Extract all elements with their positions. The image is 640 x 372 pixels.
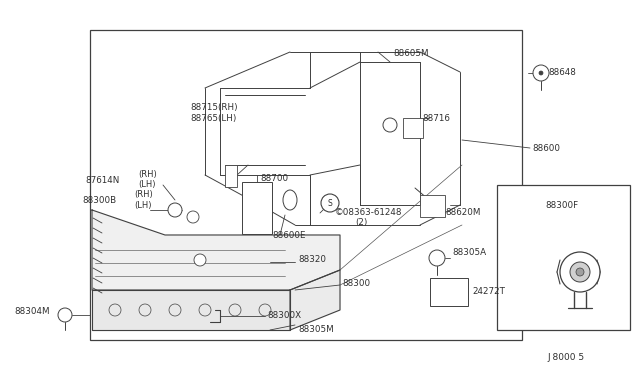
Polygon shape bbox=[92, 210, 340, 290]
Circle shape bbox=[109, 304, 121, 316]
Text: 24272T: 24272T bbox=[472, 288, 505, 296]
Bar bbox=[90, 30, 522, 340]
Polygon shape bbox=[92, 290, 290, 330]
Circle shape bbox=[187, 211, 199, 223]
Text: 88716: 88716 bbox=[422, 113, 450, 122]
Text: 87614N: 87614N bbox=[85, 176, 119, 185]
Text: 88700: 88700 bbox=[260, 173, 288, 183]
Text: 88620M: 88620M bbox=[445, 208, 481, 217]
Circle shape bbox=[139, 304, 151, 316]
Circle shape bbox=[229, 304, 241, 316]
Text: 88300F: 88300F bbox=[545, 201, 578, 209]
Text: J 8000 5: J 8000 5 bbox=[547, 353, 584, 362]
Bar bbox=[242, 182, 272, 234]
Text: S: S bbox=[328, 199, 332, 208]
Text: ©08363-61248: ©08363-61248 bbox=[335, 208, 403, 217]
Text: 88648: 88648 bbox=[548, 67, 576, 77]
Bar bbox=[497, 185, 630, 330]
Circle shape bbox=[321, 194, 339, 212]
Polygon shape bbox=[290, 270, 340, 330]
Text: (LH): (LH) bbox=[134, 201, 152, 209]
Text: 88300B: 88300B bbox=[82, 196, 116, 205]
Bar bbox=[225, 165, 237, 187]
Text: 88300: 88300 bbox=[342, 279, 370, 288]
Circle shape bbox=[539, 71, 543, 75]
Circle shape bbox=[576, 268, 584, 276]
Text: 88320: 88320 bbox=[298, 254, 326, 263]
Circle shape bbox=[429, 250, 445, 266]
Circle shape bbox=[560, 252, 600, 292]
Text: (RH): (RH) bbox=[138, 170, 157, 179]
Circle shape bbox=[169, 304, 181, 316]
Circle shape bbox=[168, 203, 182, 217]
Circle shape bbox=[533, 65, 549, 81]
Text: 88305M: 88305M bbox=[298, 326, 333, 334]
Text: 88765(LH): 88765(LH) bbox=[190, 113, 236, 122]
Text: 88605M: 88605M bbox=[393, 48, 429, 58]
Ellipse shape bbox=[283, 190, 297, 210]
Bar bbox=[430, 278, 468, 306]
Text: 88304M: 88304M bbox=[14, 308, 49, 317]
Text: 88715(RH): 88715(RH) bbox=[190, 103, 237, 112]
Text: (RH): (RH) bbox=[134, 189, 153, 199]
Bar bbox=[403, 118, 423, 138]
Circle shape bbox=[259, 304, 271, 316]
Text: 88600: 88600 bbox=[532, 144, 560, 153]
Circle shape bbox=[383, 118, 397, 132]
Circle shape bbox=[199, 304, 211, 316]
Text: 88600E: 88600E bbox=[272, 231, 305, 240]
Bar bbox=[420, 195, 445, 217]
Circle shape bbox=[194, 254, 206, 266]
Text: 88300X: 88300X bbox=[267, 311, 301, 321]
Text: (LH): (LH) bbox=[138, 180, 156, 189]
Text: 88305A: 88305A bbox=[452, 247, 486, 257]
Circle shape bbox=[58, 308, 72, 322]
Text: (2): (2) bbox=[355, 218, 367, 227]
Circle shape bbox=[570, 262, 590, 282]
